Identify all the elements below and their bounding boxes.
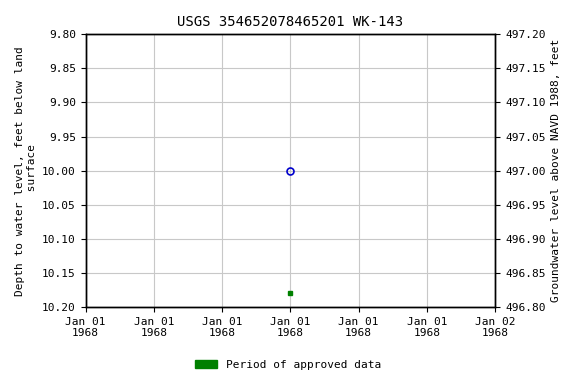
Y-axis label: Groundwater level above NAVD 1988, feet: Groundwater level above NAVD 1988, feet: [551, 39, 561, 302]
Title: USGS 354652078465201 WK-143: USGS 354652078465201 WK-143: [177, 15, 403, 29]
Legend: Period of approved data: Period of approved data: [191, 356, 385, 375]
Y-axis label: Depth to water level, feet below land
 surface: Depth to water level, feet below land su…: [15, 46, 37, 296]
